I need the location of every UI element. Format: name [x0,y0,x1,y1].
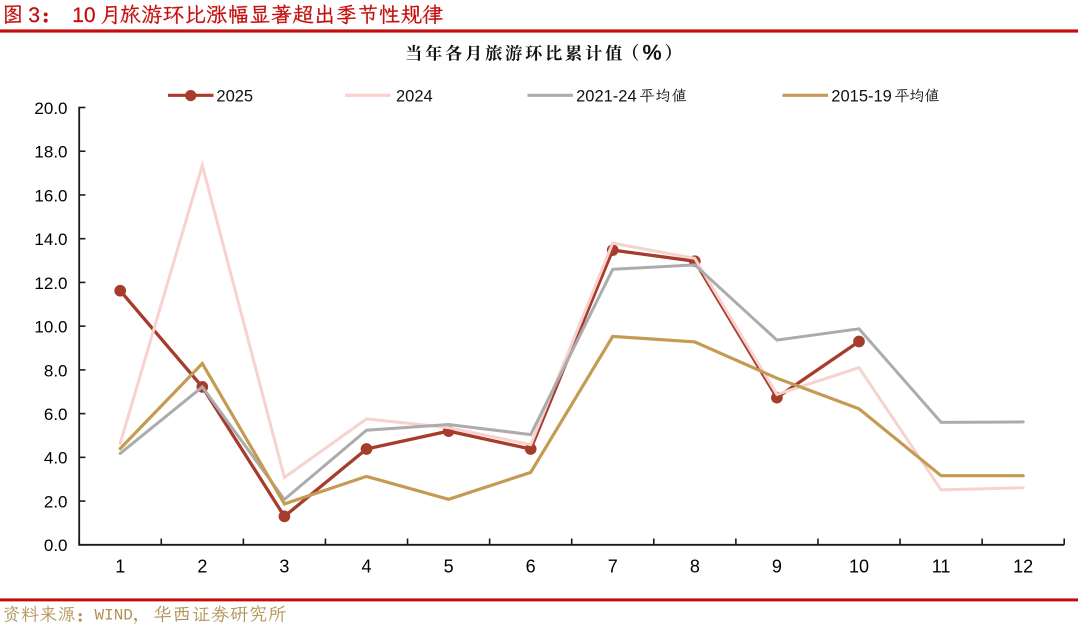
svg-text:4: 4 [361,556,371,576]
svg-text:2021-24: 2021-24 [576,87,637,105]
svg-text:0.0: 0.0 [44,536,68,555]
svg-text:7: 7 [608,556,618,576]
svg-text:6.0: 6.0 [44,405,68,424]
svg-text:8.0: 8.0 [44,361,68,380]
svg-text:8: 8 [690,556,700,576]
svg-text:6: 6 [526,556,536,576]
svg-text:WIND: WIND [95,606,133,624]
svg-text:9: 9 [772,556,782,576]
svg-text:14.0: 14.0 [34,230,67,249]
svg-text:16.0: 16.0 [34,186,67,205]
svg-text:11: 11 [932,556,951,576]
svg-text:10.0: 10.0 [34,318,67,337]
svg-text:12.0: 12.0 [34,274,67,293]
svg-text:3: 3 [279,556,289,576]
svg-text:18.0: 18.0 [34,143,67,162]
svg-text:1: 1 [115,556,125,576]
svg-text:4.0: 4.0 [44,449,68,468]
svg-text:2: 2 [197,556,207,576]
svg-text:2015-19: 2015-19 [831,87,892,105]
svg-text:2025: 2025 [216,87,253,105]
svg-text:12: 12 [1013,556,1033,576]
svg-text:5: 5 [444,556,454,576]
svg-text:2.0: 2.0 [44,492,68,511]
svg-text:10: 10 [849,556,869,576]
svg-text:20.0: 20.0 [34,99,67,118]
svg-text:2024: 2024 [396,87,433,105]
